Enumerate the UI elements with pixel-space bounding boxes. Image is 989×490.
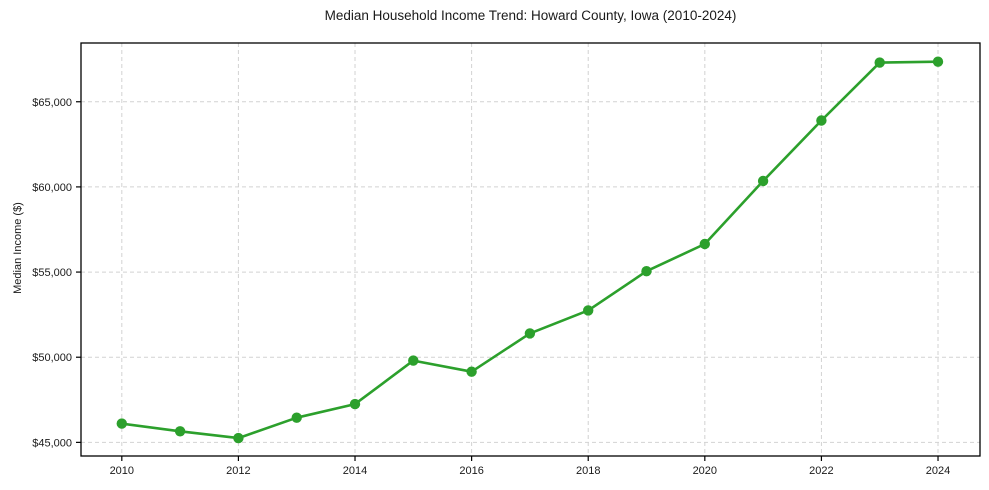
data-point-marker	[699, 238, 710, 250]
y-tick-label: $45,000	[32, 437, 72, 449]
x-tick-label: 2016	[459, 465, 483, 477]
data-point-marker	[233, 432, 244, 444]
data-point-marker	[524, 328, 536, 339]
plot-border	[80, 42, 981, 457]
x-tick-label: 2024	[926, 465, 950, 477]
x-tick-label: 2014	[343, 465, 367, 477]
data-point-marker	[174, 426, 186, 437]
data-point-marker	[874, 57, 885, 68]
x-tick-label: 2020	[693, 465, 717, 477]
plot-background	[81, 43, 980, 456]
x-tick-label: 2022	[809, 465, 833, 477]
x-tick-label: 2012	[226, 465, 250, 477]
y-tick-label: $65,000	[32, 97, 72, 109]
data-point-marker	[349, 398, 361, 410]
data-point-marker	[641, 266, 652, 277]
data-point-marker	[291, 412, 302, 423]
data-point-marker	[583, 305, 594, 316]
data-point-marker	[816, 115, 827, 126]
data-point-marker	[408, 355, 419, 366]
x-tick-label: 2010	[110, 465, 134, 477]
data-point-marker	[116, 418, 128, 429]
data-point-marker	[466, 366, 477, 377]
y-tick-label: $55,000	[32, 267, 72, 279]
data-point-marker	[757, 175, 769, 187]
x-tick-label: 2018	[576, 465, 600, 477]
chart-title: Median Household Income Trend: Howard Co…	[324, 8, 737, 23]
data-point-marker	[932, 56, 944, 67]
y-tick-label: $60,000	[32, 182, 72, 194]
y-tick-label: $50,000	[32, 352, 72, 364]
